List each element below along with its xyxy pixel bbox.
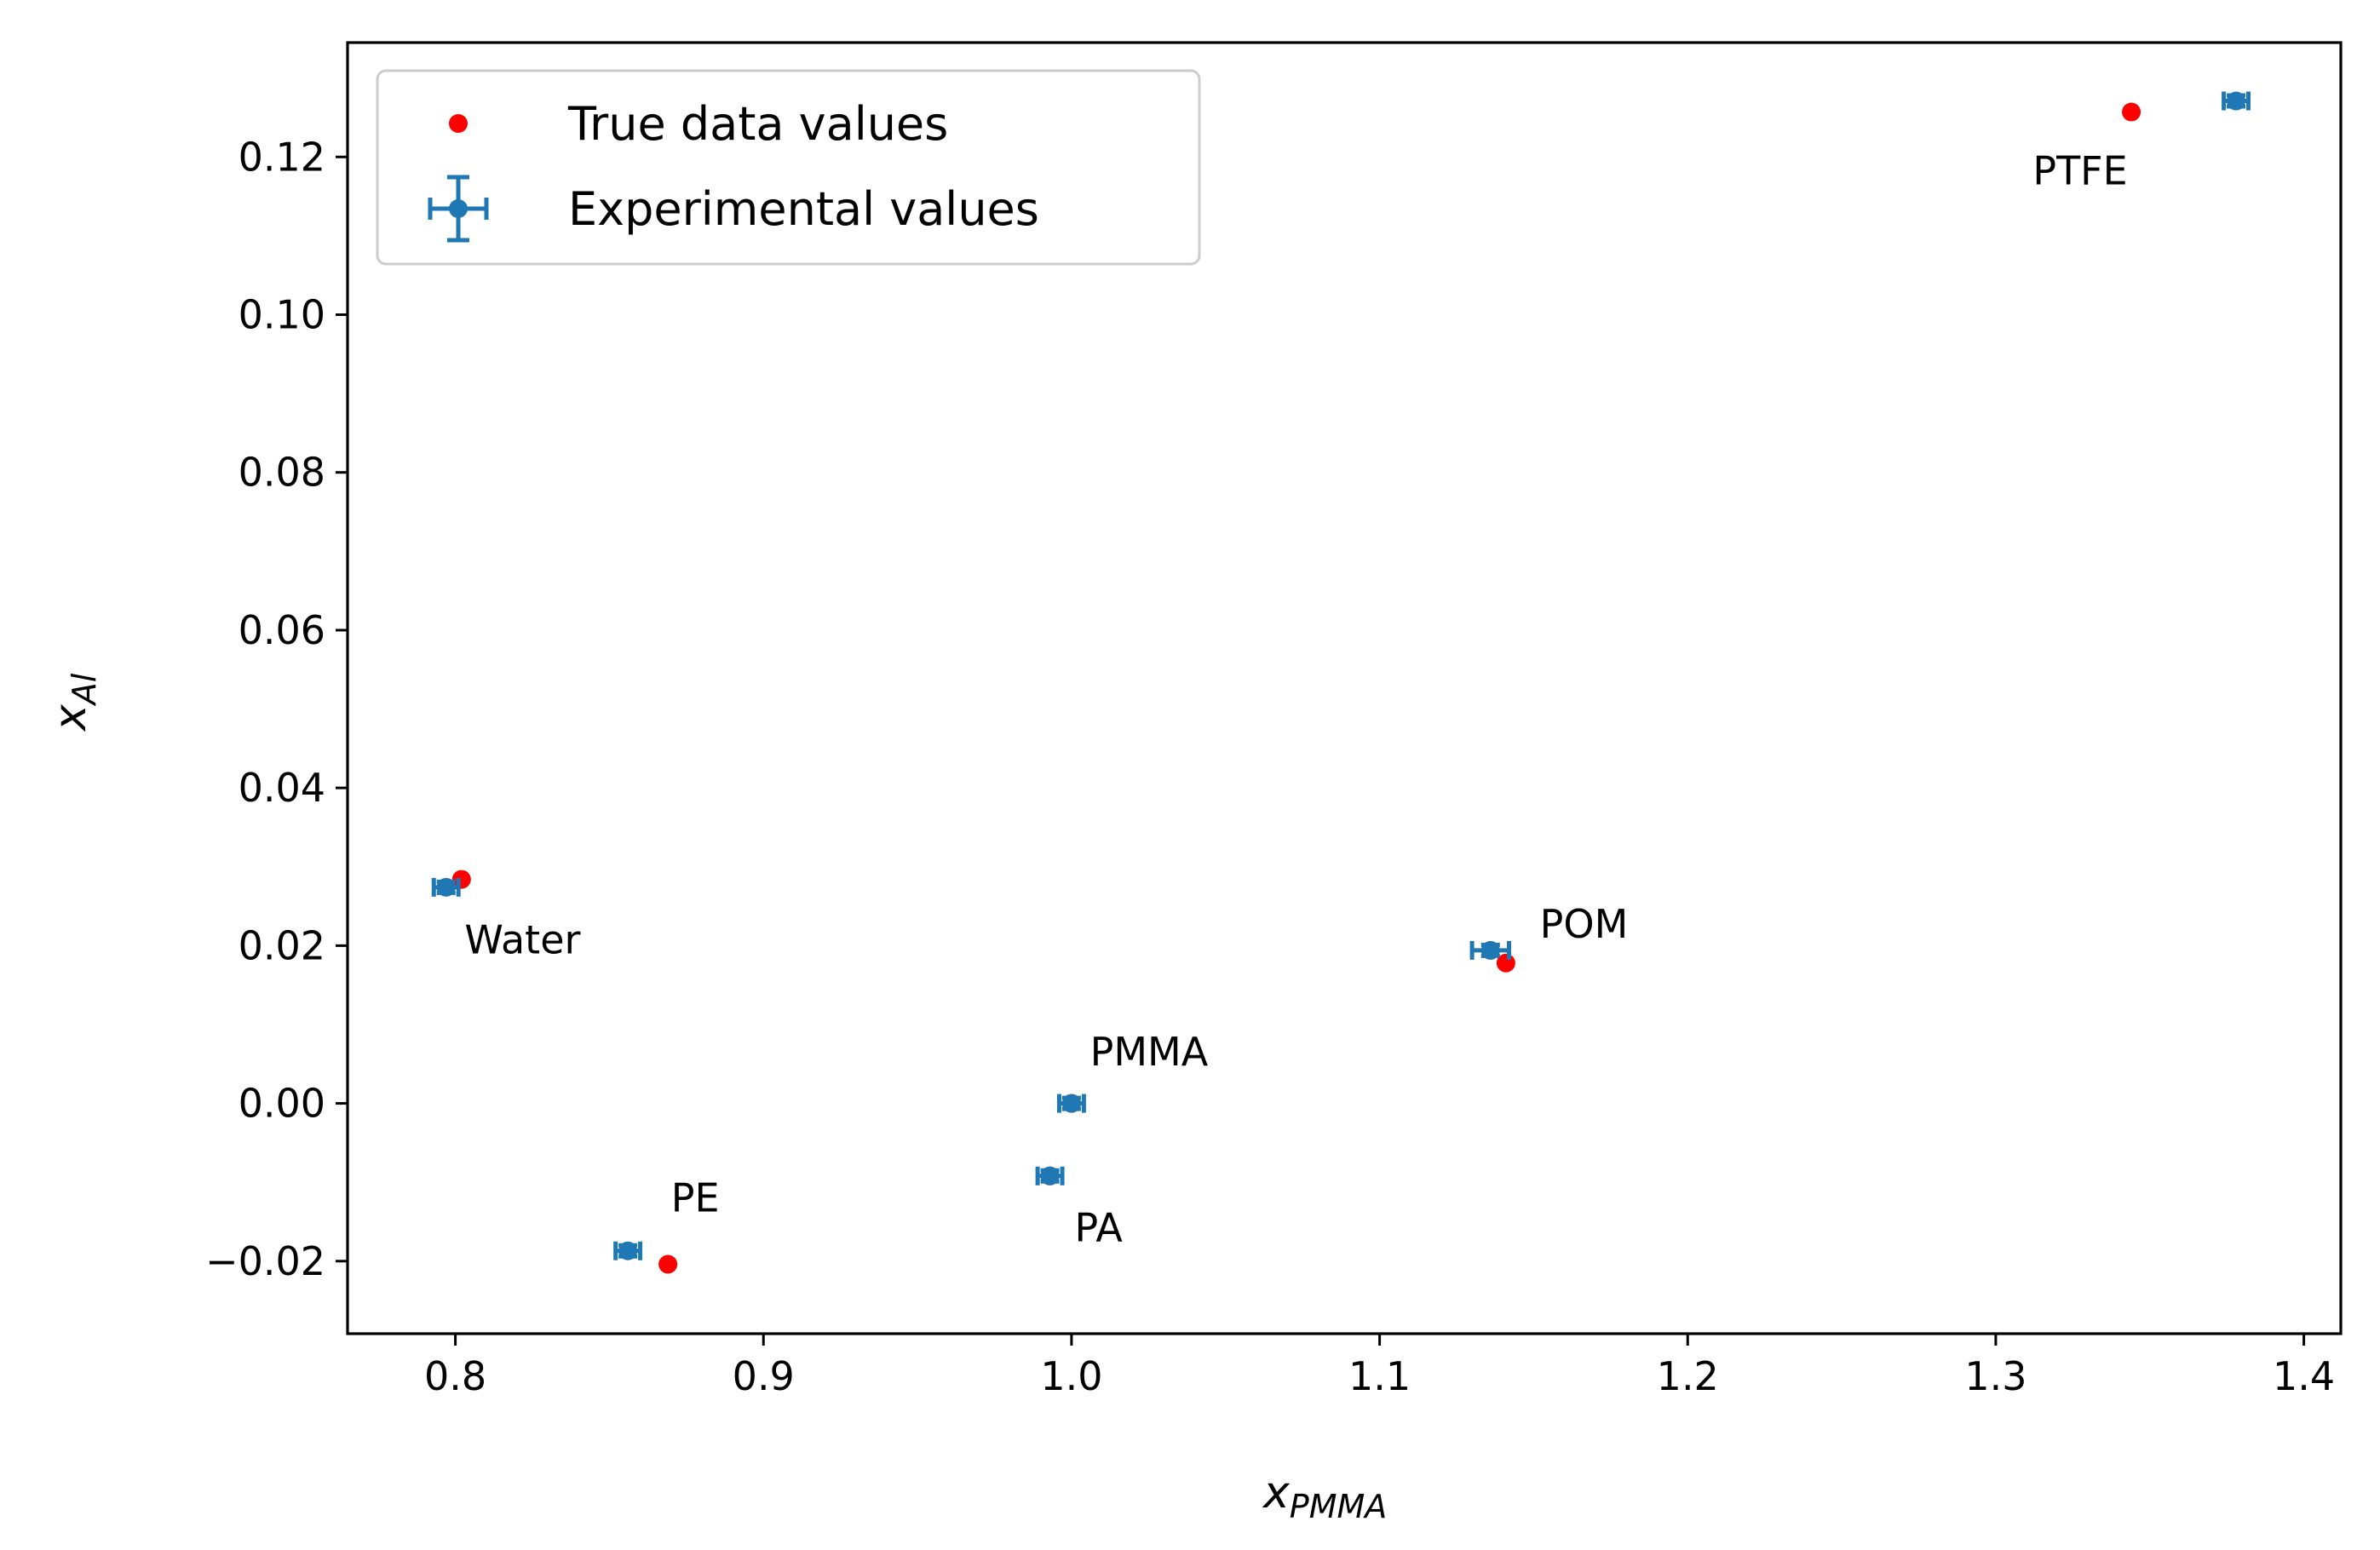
y-axis-label-sub: Al bbox=[66, 673, 103, 707]
y-axis-label-main: x bbox=[45, 703, 96, 732]
x-tick-label: 0.9 bbox=[733, 1353, 795, 1399]
plot-frame bbox=[346, 41, 2343, 1335]
experimental-point-ptfe bbox=[2227, 91, 2246, 111]
y-tick-label: 0.00 bbox=[239, 1081, 325, 1127]
true-point-ptfe bbox=[2122, 102, 2141, 122]
y-axis-label: xAl bbox=[45, 673, 103, 732]
x-tick-label: 1.4 bbox=[2273, 1353, 2335, 1399]
data-marks bbox=[431, 91, 2251, 1274]
experimental-point-pom bbox=[1480, 940, 1500, 960]
x-axis-label-sub: PMMA bbox=[1290, 1488, 1387, 1525]
legend-label-experimental: Experimental values bbox=[568, 182, 1039, 236]
y-axis: −0.02 0.00 0.02 0.04 0.06 0.08 0.10 0.12 bbox=[205, 134, 348, 1284]
legend-marker-experimental-dot bbox=[449, 199, 468, 218]
experimental-point-pe bbox=[618, 1241, 638, 1260]
x-tick-label: 1.0 bbox=[1040, 1353, 1102, 1399]
x-axis: 0.8 0.9 1.0 1.1 1.2 1.3 1.4 bbox=[424, 1334, 2335, 1399]
y-tick-label: −0.02 bbox=[205, 1238, 325, 1284]
experimental-point-water bbox=[436, 877, 456, 897]
annotation-pe: PE bbox=[671, 1174, 720, 1220]
y-tick-label: 0.06 bbox=[239, 607, 325, 653]
annotation-ptfe: PTFE bbox=[2032, 148, 2127, 194]
y-tick-label: 0.12 bbox=[239, 134, 325, 180]
x-tick-label: 1.1 bbox=[1348, 1353, 1411, 1399]
annotation-water: Water bbox=[464, 917, 580, 963]
x-tick-label: 1.2 bbox=[1657, 1353, 1719, 1399]
y-tick-label: 0.02 bbox=[239, 922, 325, 968]
true-point-pe bbox=[658, 1254, 678, 1274]
legend-marker-true bbox=[449, 114, 468, 133]
legend: True data values Experimental values bbox=[376, 69, 1201, 266]
annotation-pom: POM bbox=[1540, 901, 1629, 947]
legend-label-true: True data values bbox=[567, 97, 948, 151]
experimental-point-pa bbox=[1040, 1166, 1060, 1185]
x-tick-label: 0.8 bbox=[424, 1353, 486, 1399]
x-axis-label-main: x bbox=[1262, 1467, 1291, 1518]
experimental-point-pmma bbox=[1061, 1094, 1081, 1113]
y-tick-label: 0.04 bbox=[239, 765, 325, 811]
y-tick-label: 0.10 bbox=[239, 291, 325, 337]
y-tick-label: 0.08 bbox=[239, 450, 325, 496]
legend-box bbox=[376, 69, 1201, 266]
x-axis-label: xPMMA bbox=[1262, 1467, 1387, 1525]
point-annotations: Water PE PA PMMA POM PTFE bbox=[464, 148, 2127, 1251]
annotation-pa: PA bbox=[1075, 1205, 1124, 1251]
x-tick-label: 1.3 bbox=[1964, 1353, 2026, 1399]
annotation-pmma: PMMA bbox=[1090, 1029, 1209, 1075]
